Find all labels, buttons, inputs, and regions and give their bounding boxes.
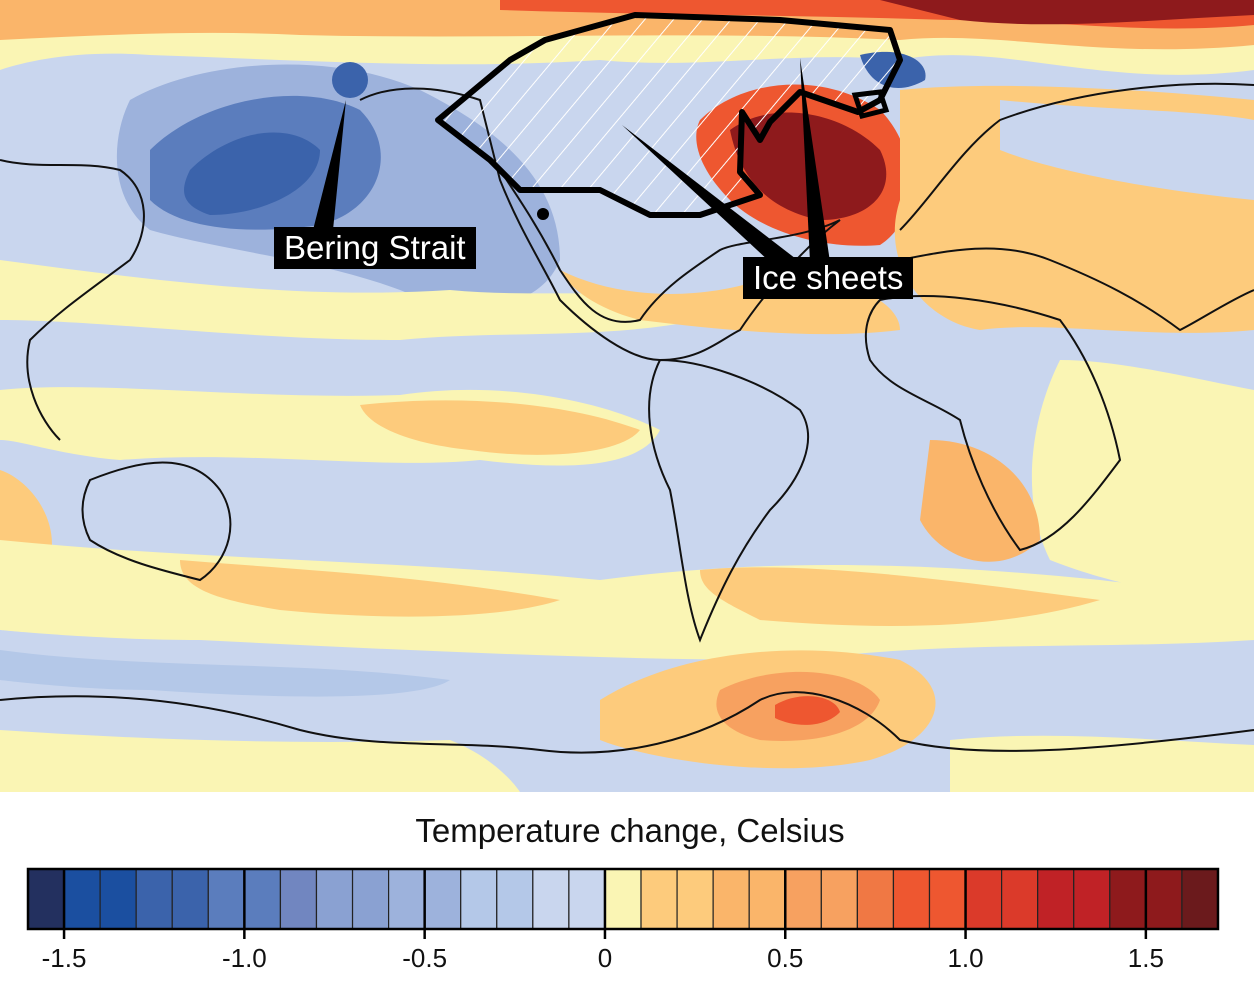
colorbar-tick-label: 1.5 <box>1128 943 1164 973</box>
ice-sheets-pointer-right <box>800 58 830 262</box>
colorbar-tick-label: -1.0 <box>222 943 267 973</box>
colorbar-cell <box>388 868 426 930</box>
colorbar-cell <box>892 868 931 930</box>
colorbar-cell <box>315 868 354 930</box>
colorbar-tick-label: 0 <box>598 943 612 973</box>
colorbar-cell <box>712 868 750 930</box>
colorbar-cell <box>135 868 173 930</box>
colorbar-title: Temperature change, Celsius <box>415 812 845 849</box>
colorbar-frame <box>26 867 1220 931</box>
colorbar-cell <box>1145 868 1183 930</box>
annotation-pointers <box>313 58 830 262</box>
colorbar-cell <box>99 868 137 930</box>
ice-sheets-label: Ice sheets <box>743 257 914 299</box>
colorbar-cell <box>351 868 390 930</box>
colorbar-cell <box>460 868 498 930</box>
colorbar-tick-label: -1.5 <box>42 943 87 973</box>
colorbar-cell <box>1073 868 1111 930</box>
colorbar-cell <box>171 868 209 930</box>
ice-sheet-region <box>435 12 903 220</box>
temperature-change-map <box>0 0 1254 792</box>
colorbar-cell <box>820 868 858 930</box>
colorbar-cell <box>928 868 967 930</box>
colorbar-cell <box>532 868 570 930</box>
bering-strait-label: Bering Strait <box>274 227 476 269</box>
colorbar-tick-label: 1.0 <box>947 943 983 973</box>
colorbar-cell <box>748 868 786 930</box>
colorbar-cell <box>964 868 1003 930</box>
colorbar-cell <box>63 868 101 930</box>
colorbar-cell <box>1181 868 1219 930</box>
colorbar-cell <box>424 868 462 930</box>
colorbar-cell <box>568 868 606 930</box>
ice-sheets-pointer-left <box>622 125 800 262</box>
colorbar-cell <box>676 868 714 930</box>
bering-strait-pointer <box>313 100 346 230</box>
colorbar-cell <box>496 868 534 930</box>
colorbar-cell <box>604 868 642 930</box>
colorbar-tick-label: 0.5 <box>767 943 803 973</box>
colorbar-cell <box>640 868 678 930</box>
colorbar-tick-label: -0.5 <box>402 943 447 973</box>
colorbar-cell <box>784 868 822 930</box>
colorbar-cell <box>207 868 245 930</box>
colorbar-cell <box>279 868 318 930</box>
colorbar-cell <box>27 868 65 930</box>
colorbar-cell <box>1037 868 1075 930</box>
colorbar-cell <box>243 868 282 930</box>
colorbar-cell <box>856 868 895 930</box>
colorbar: -1.5 -1.0 -0.5 0 0.5 1.0 1.5 <box>26 867 1220 973</box>
colorbar-cell <box>1001 868 1039 930</box>
colorbar-cell <box>1109 868 1147 930</box>
